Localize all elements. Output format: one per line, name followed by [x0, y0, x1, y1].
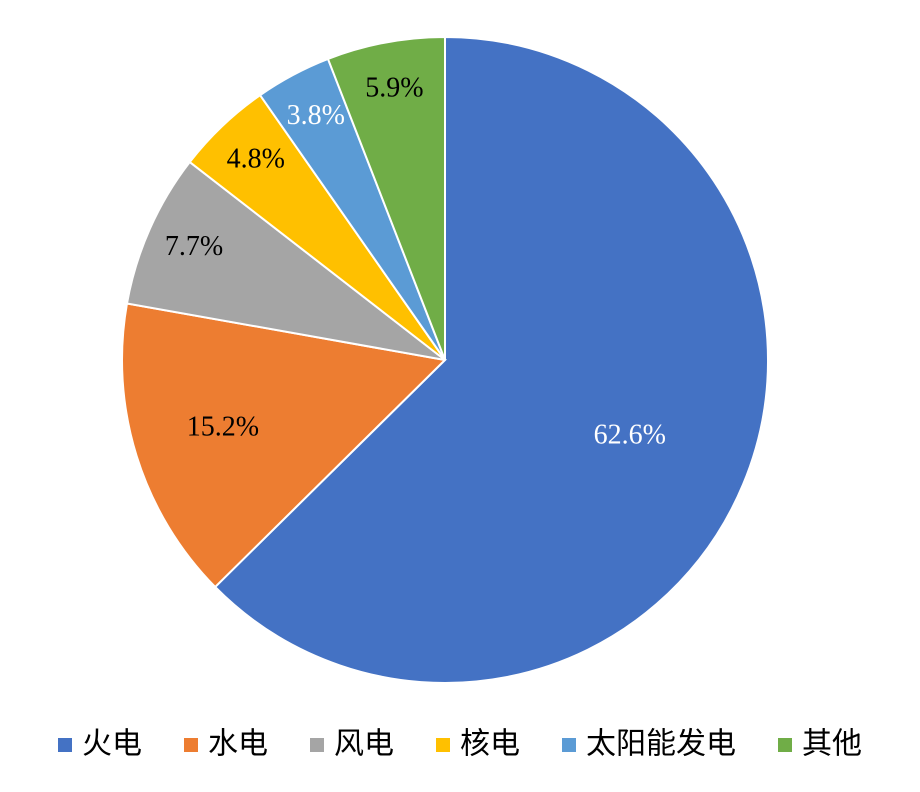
- legend: 火电 水电 风电 核电 太阳能发电 其他: [58, 727, 862, 762]
- pie-slice: [125, 160, 446, 361]
- data-label: 62.6%: [594, 420, 666, 451]
- legend-swatch: [58, 738, 72, 752]
- legend-swatch: [310, 738, 324, 752]
- legend-label: 核电: [460, 727, 520, 762]
- legend-swatch: [436, 738, 450, 752]
- data-label: 3.8%: [287, 100, 345, 131]
- data-label: 15.2%: [187, 412, 259, 443]
- pie-slice: [213, 35, 769, 684]
- legend-swatch: [778, 738, 792, 752]
- data-label: 7.7%: [165, 231, 223, 262]
- legend-label: 风电: [334, 727, 394, 762]
- legend-label: 太阳能发电: [586, 727, 736, 762]
- pie-slice: [121, 302, 448, 589]
- legend-swatch: [184, 738, 198, 752]
- data-label: 4.8%: [227, 143, 285, 174]
- legend-label: 火电: [82, 727, 142, 762]
- legend-swatch: [562, 738, 576, 752]
- legend-label: 其他: [802, 727, 862, 762]
- legend-label: 水电: [208, 727, 268, 762]
- pie-slice: [326, 35, 446, 361]
- data-label: 5.9%: [365, 73, 423, 104]
